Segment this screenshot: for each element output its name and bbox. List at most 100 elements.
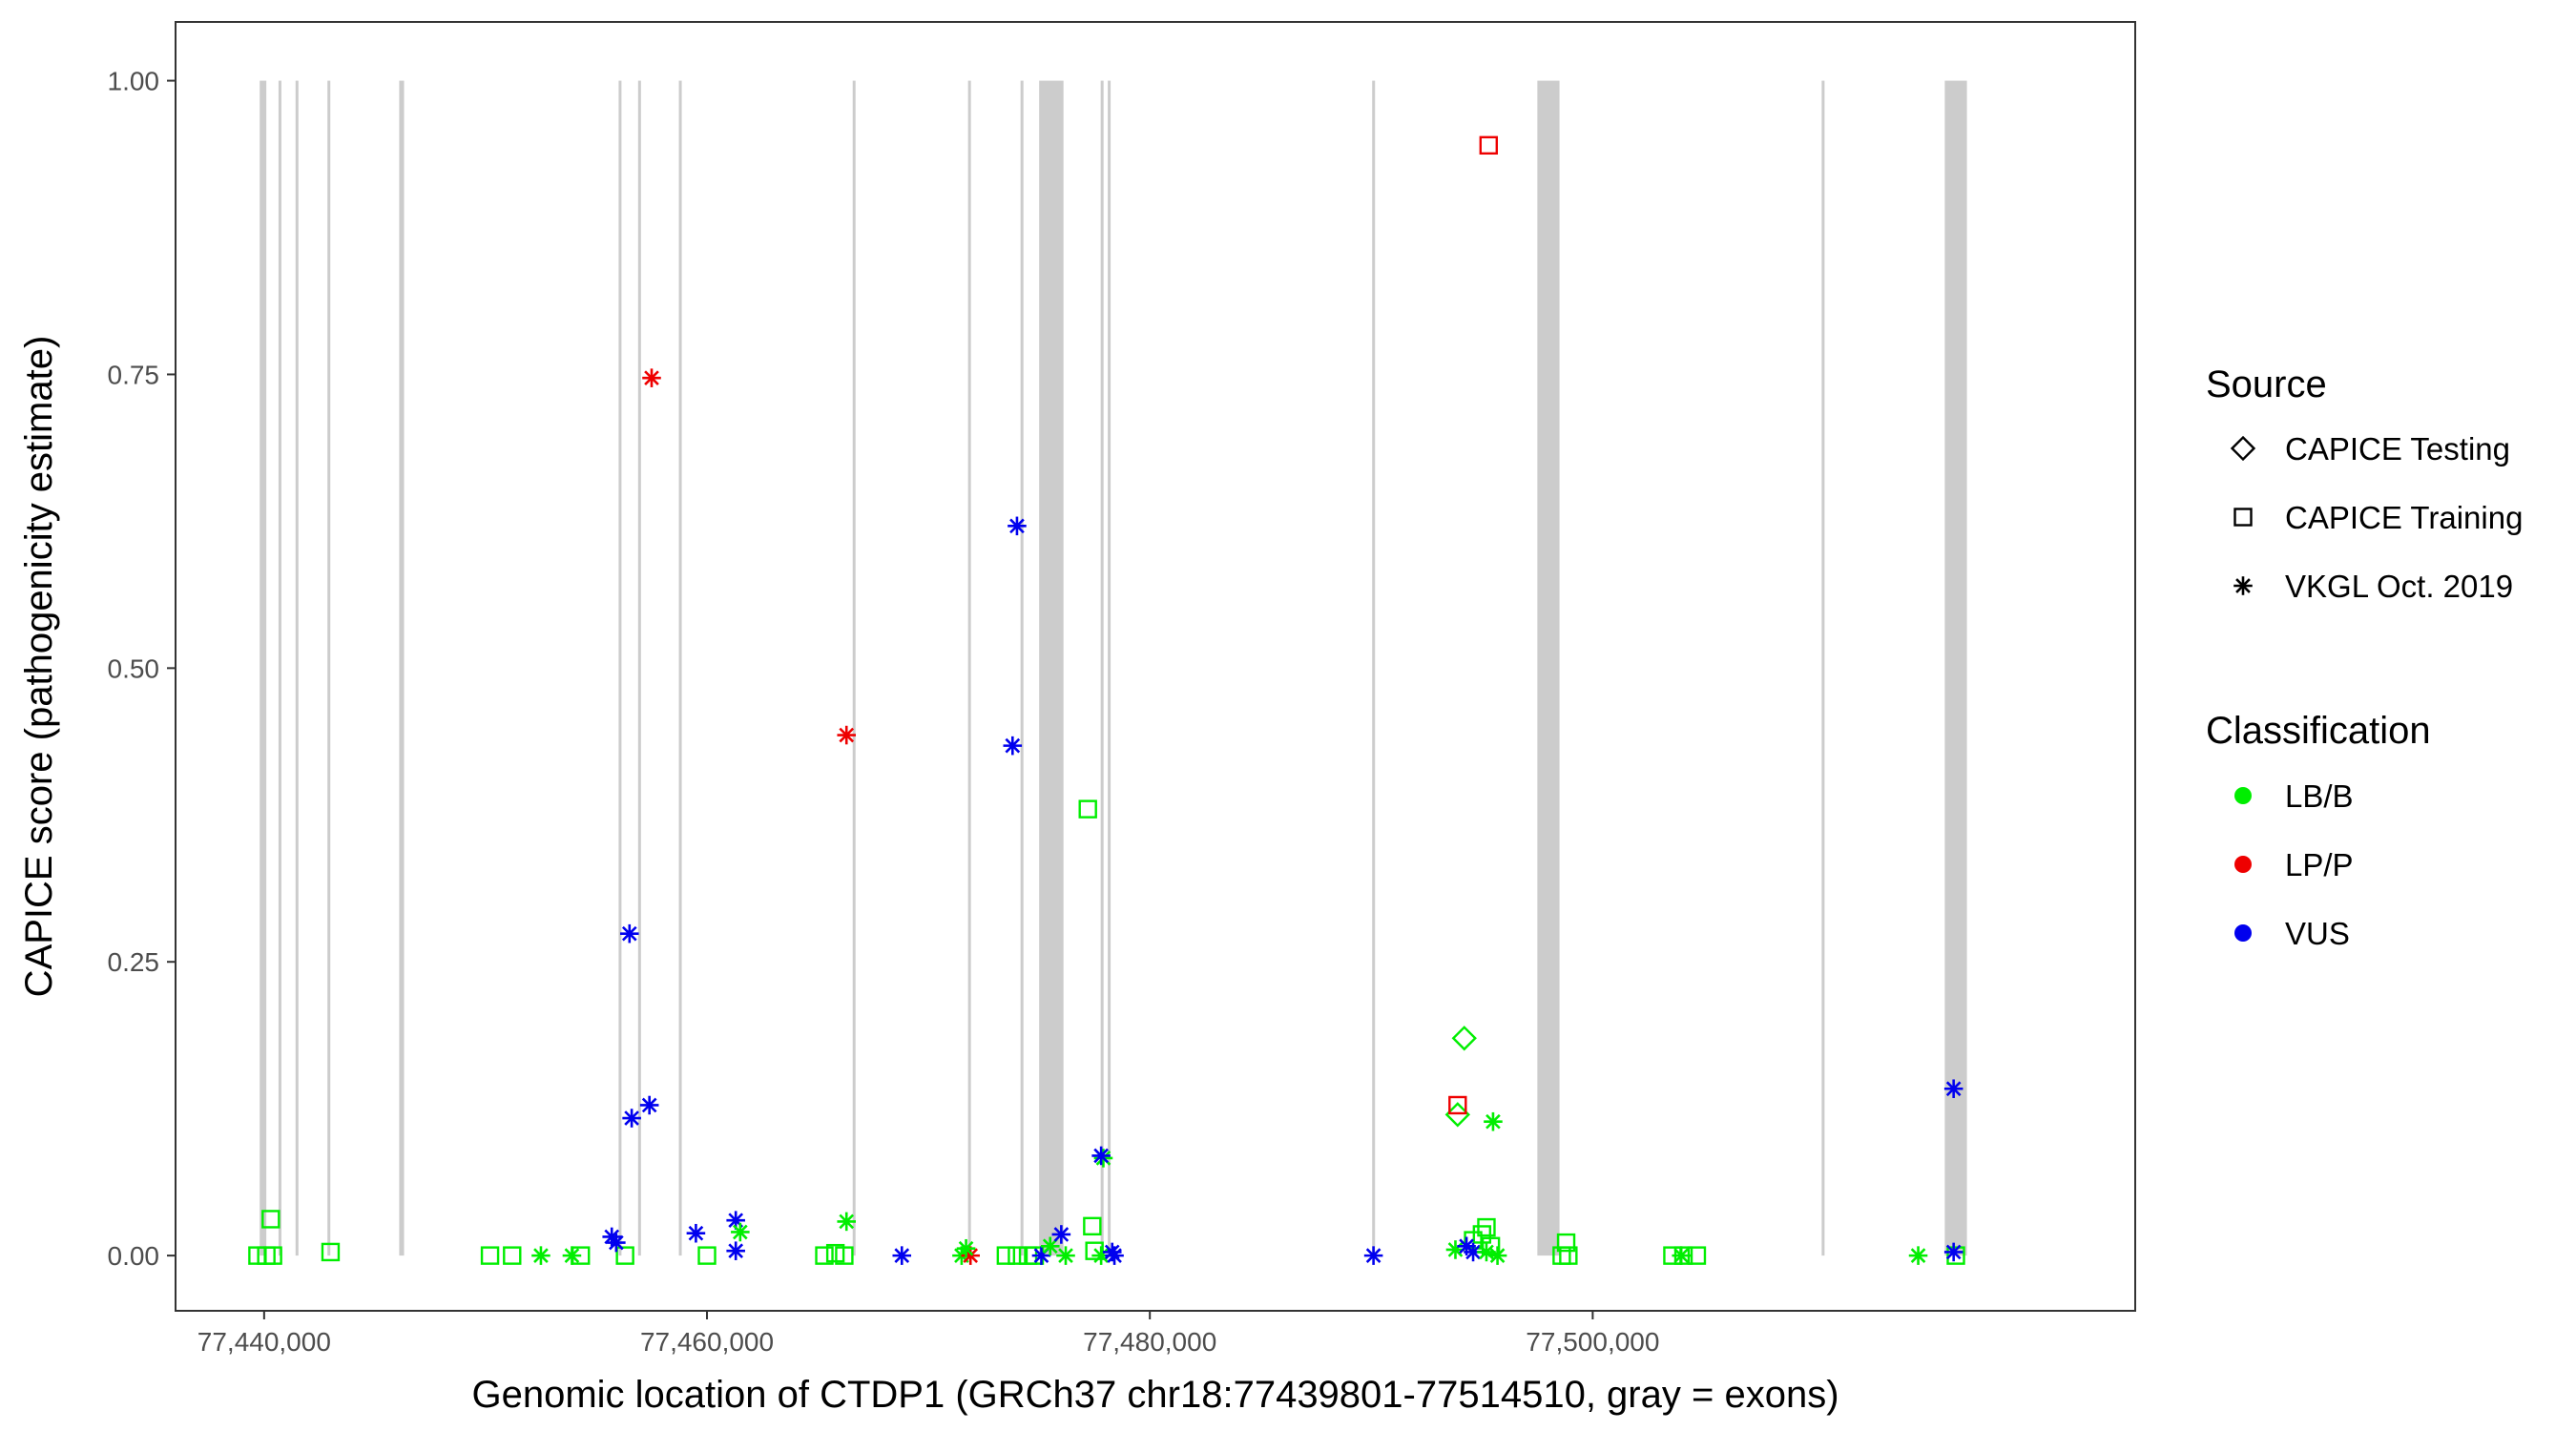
- data-point-asterisk-2-5: [622, 1109, 641, 1128]
- legend-classification-title: Classification: [2206, 710, 2431, 752]
- legend-key-dot-0: [2234, 787, 2252, 804]
- data-point-asterisk-2-34: [1484, 1111, 1503, 1131]
- legend: Source CAPICE Testing CAPICE Training VKGL…: [2206, 363, 2523, 951]
- data-point-asterisk-2-21: [1040, 1236, 1060, 1256]
- data-point-square-1-5: [480, 1246, 500, 1265]
- data-point-asterisk-2-35: [1487, 1246, 1507, 1265]
- data-point-square-1-8: [615, 1246, 634, 1265]
- data-point-asterisk-2-29: [1363, 1246, 1383, 1265]
- legend-key-dot-2: [2234, 924, 2252, 942]
- data-point-asterisk-2-23: [1056, 1246, 1075, 1265]
- data-point-asterisk-2-17: [956, 1238, 976, 1258]
- exon-band-10: [1020, 80, 1024, 1256]
- data-point-asterisk-2-1: [562, 1246, 582, 1265]
- data-point-asterisk-2-10: [726, 1241, 745, 1260]
- data-point-square-1-13: [996, 1246, 1016, 1265]
- y-tick-label-0: 0.00: [108, 1241, 160, 1271]
- legend-source-label-2: VKGL Oct. 2019: [2285, 569, 2513, 604]
- x-tick-label-1: 77,460,000: [640, 1327, 774, 1357]
- exon-band-12: [1100, 80, 1104, 1256]
- data-point-square-1-20: [1448, 1095, 1467, 1115]
- data-point-asterisk-2-19: [1008, 516, 1027, 536]
- data-point-square-1-19: [1085, 1241, 1104, 1260]
- legend-class-label-2: VUS: [2285, 916, 2350, 951]
- data-point-asterisk-2-13: [837, 1212, 857, 1232]
- data-point-diamond-0-0: [1451, 1026, 1477, 1051]
- legend-source-entries: CAPICE Testing CAPICE Training VKGL Oct. 2…: [2230, 431, 2523, 604]
- exon-band-14: [1372, 80, 1376, 1256]
- data-point-asterisk-2-3: [607, 1233, 626, 1253]
- exon-band-5: [618, 80, 622, 1256]
- data-point-asterisk-2-36: [1672, 1246, 1691, 1265]
- exon-band-1: [278, 80, 281, 1256]
- data-point-square-1-2: [263, 1246, 282, 1265]
- x-axis: 77,440,000 77,460,000 77,480,000 77,500,000: [197, 1311, 1659, 1357]
- legend-key-square: [2233, 508, 2253, 527]
- exon-band-7: [678, 80, 682, 1256]
- data-point-square-1-3: [261, 1210, 280, 1229]
- legend-key-asterisk: [2233, 576, 2253, 595]
- data-point-asterisk-2-8: [686, 1223, 706, 1243]
- y-axis: 0.00 0.25 0.50 0.75 1.00: [108, 67, 176, 1271]
- exon-band-6: [637, 80, 641, 1256]
- y-tick-label-4: 1.00: [108, 67, 160, 96]
- legend-classification-entries: LB/B LP/P VUS: [2234, 778, 2354, 951]
- exon-band-2: [295, 80, 299, 1256]
- data-point-square-1-25: [1481, 1236, 1501, 1255]
- exon-band-3: [327, 80, 331, 1256]
- exon-band-9: [967, 80, 971, 1256]
- legend-class-label-1: LP/P: [2285, 847, 2354, 882]
- data-point-asterisk-2-4: [620, 923, 639, 944]
- x-tick-label-2: 77,480,000: [1083, 1327, 1216, 1357]
- data-point-asterisk-2-37: [1908, 1246, 1928, 1265]
- data-point-square-1-6: [503, 1246, 522, 1265]
- data-points: [248, 135, 1965, 1265]
- data-point-square-1-18: [1083, 1216, 1102, 1236]
- plot-panel: [175, 21, 2136, 1312]
- data-point-asterisk-2-14: [892, 1246, 912, 1265]
- y-tick-label-1: 0.25: [108, 947, 160, 977]
- data-point-square-1-28: [1559, 1246, 1578, 1265]
- exon-band-11: [1039, 80, 1064, 1256]
- data-point-square-1-32: [1946, 1246, 1965, 1265]
- data-point-square-1-17: [1078, 799, 1097, 819]
- exon-bands: [260, 80, 1967, 1256]
- data-point-square-1-12: [835, 1246, 854, 1265]
- data-point-asterisk-2-11: [731, 1222, 750, 1242]
- data-point-asterisk-2-38: [1943, 1079, 1963, 1099]
- y-axis-title: CAPICE score (pathogenicity estimate): [18, 336, 60, 998]
- exon-band-16: [1821, 80, 1825, 1256]
- y-tick-label-3: 0.75: [108, 360, 160, 389]
- data-point-asterisk-2-39: [1943, 1242, 1963, 1262]
- data-point-square-1-21: [1479, 135, 1498, 156]
- exon-band-17: [1944, 80, 1967, 1256]
- data-point-asterisk-2-25: [1091, 1146, 1111, 1166]
- data-point-square-1-24: [1477, 1217, 1496, 1237]
- data-point-asterisk-2-18: [1003, 736, 1023, 756]
- legend-source-label-0: CAPICE Testing: [2285, 431, 2510, 467]
- legend-source-title: Source: [2206, 363, 2327, 405]
- data-point-asterisk-2-0: [531, 1246, 551, 1265]
- data-point-square-1-10: [815, 1246, 834, 1265]
- exon-band-15: [1537, 80, 1560, 1256]
- legend-key-dot-1: [2234, 856, 2252, 873]
- data-point-square-1-14: [1008, 1246, 1027, 1265]
- legend-source-label-1: CAPICE Training: [2285, 500, 2523, 535]
- x-tick-label-3: 77,500,000: [1526, 1327, 1659, 1357]
- data-point-asterisk-2-6: [639, 1095, 659, 1115]
- exon-band-8: [852, 80, 856, 1256]
- data-point-square-1-9: [697, 1246, 717, 1265]
- x-axis-title: Genomic location of CTDP1 (GRCh37 chr18:…: [471, 1374, 1839, 1416]
- y-tick-label-2: 0.50: [108, 653, 160, 683]
- data-point-asterisk-2-22: [1051, 1225, 1071, 1244]
- x-tick-label-0: 77,440,000: [197, 1327, 331, 1357]
- exon-band-0: [260, 80, 267, 1256]
- legend-class-label-0: LB/B: [2285, 778, 2354, 814]
- exon-band-13: [1108, 80, 1111, 1256]
- data-point-asterisk-2-7: [642, 368, 661, 387]
- data-point-asterisk-2-28: [1105, 1246, 1124, 1265]
- legend-key-diamond: [2230, 435, 2256, 462]
- data-point-asterisk-2-12: [837, 725, 857, 745]
- data-point-square-1-4: [321, 1242, 341, 1262]
